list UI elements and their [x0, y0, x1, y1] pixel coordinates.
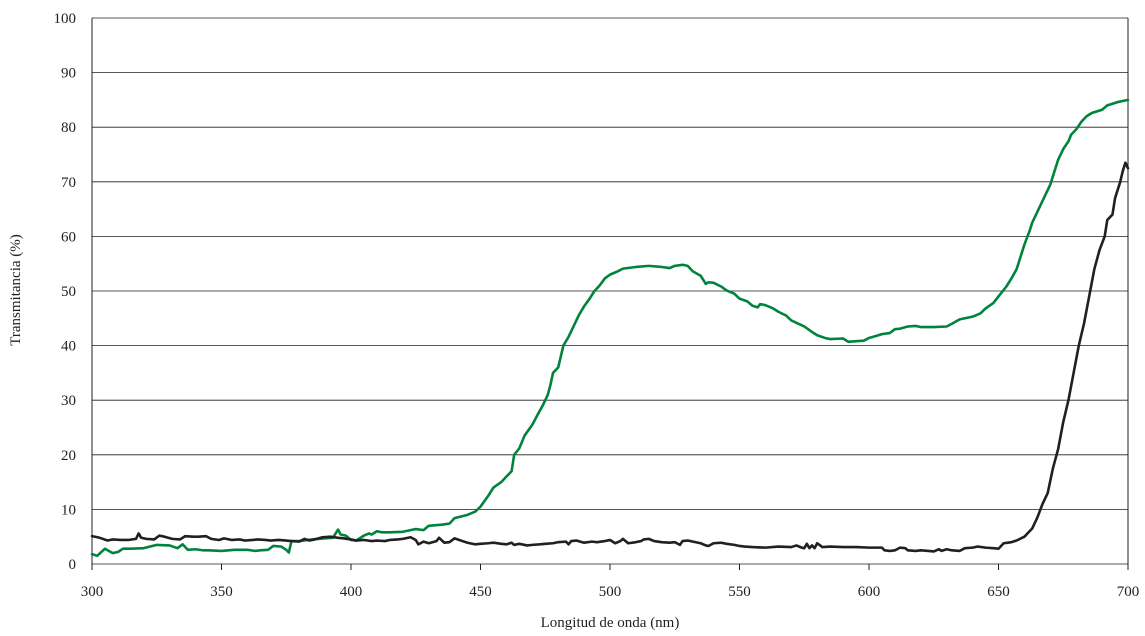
y-tick-label: 50: [61, 284, 76, 300]
series-line-1: [90, 98, 1130, 558]
series-layer: [90, 98, 1130, 558]
y-tick-label: 30: [61, 393, 76, 409]
series-line-2: [90, 161, 1130, 553]
y-tick-label: 10: [61, 502, 76, 518]
x-tick-label: 400: [340, 584, 363, 600]
y-tick-label: 0: [69, 557, 77, 573]
y-tick-label: 70: [61, 175, 76, 191]
y-tick-label: 20: [61, 448, 76, 464]
y-tick-label: 40: [61, 339, 76, 355]
x-tick-label: 300: [81, 584, 104, 600]
x-tick-label: 650: [987, 584, 1010, 600]
x-tick-label: 600: [858, 584, 881, 600]
x-tick-label: 500: [599, 584, 622, 600]
y-axis-label: Transmitancia (%): [8, 234, 24, 346]
gridlines: [92, 17, 1128, 565]
y-tick-labels: 0 10 20 30 40 50 60 70 80 90 100: [54, 11, 77, 573]
x-tick-labels: 300 350 400 450 500 550 600 650 700: [81, 584, 1140, 600]
x-tick-label: 450: [469, 584, 492, 600]
x-tick-label: 350: [210, 584, 233, 600]
y-tick-label: 90: [61, 66, 76, 82]
x-axis-label: Longitud de onda (nm): [541, 615, 680, 631]
y-tick-label: 80: [61, 120, 76, 136]
x-tick-label: 550: [728, 584, 751, 600]
y-tick-label: 60: [61, 229, 76, 245]
x-tick-label: 700: [1117, 584, 1140, 600]
y-tick-label: 100: [54, 11, 77, 27]
plot-frame: [91, 18, 1129, 570]
